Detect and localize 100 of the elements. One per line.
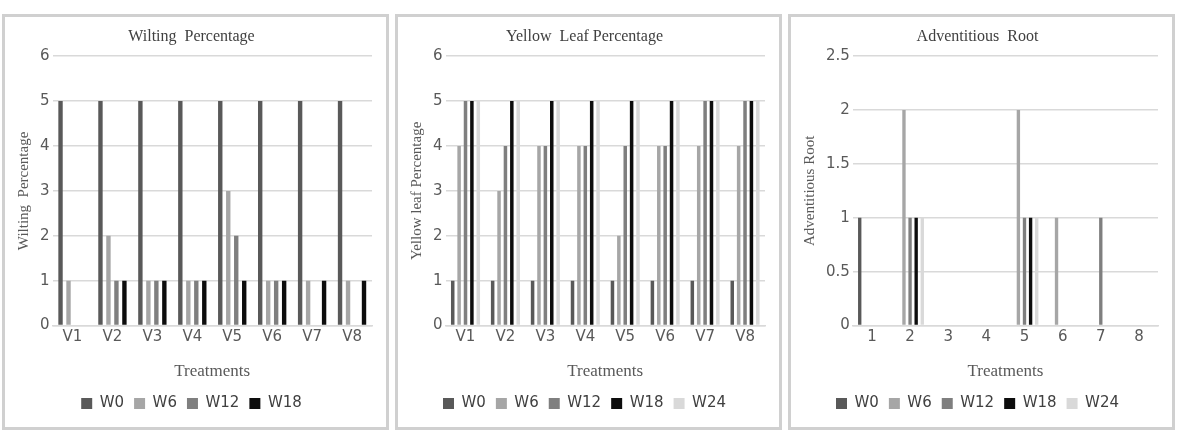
bar xyxy=(281,280,287,325)
x-tick-label: 2 xyxy=(905,327,915,346)
x-tick-label: V8 xyxy=(735,327,755,346)
bar xyxy=(730,280,735,325)
bar xyxy=(497,190,501,325)
legend-label: W0 xyxy=(854,393,879,412)
x-tick-label: 7 xyxy=(1096,327,1106,346)
y-tick-label: 6 xyxy=(433,46,443,65)
x-tick-label: V2 xyxy=(495,327,516,346)
bar xyxy=(743,101,747,325)
x-tick-label: V3 xyxy=(535,327,556,346)
y-tick-label: 4 xyxy=(40,135,50,154)
chart-title: Yellow Leaf Percentage xyxy=(506,26,663,45)
y-tick-label: 1 xyxy=(840,207,850,226)
legend-label: W12 xyxy=(960,393,995,412)
bar xyxy=(457,146,461,325)
y-tick-label: 0.5 xyxy=(826,261,850,280)
x-tick-label: 5 xyxy=(1019,327,1030,346)
x-tick-label: 4 xyxy=(981,327,992,346)
x-tick-label: V4 xyxy=(182,327,203,346)
x-tick-label: V3 xyxy=(142,327,163,346)
bar xyxy=(242,280,247,325)
legend-label: W18 xyxy=(629,393,664,412)
y-tick-label: 0 xyxy=(433,315,443,334)
bar xyxy=(470,101,474,325)
x-tick-label: V2 xyxy=(102,327,123,346)
bar xyxy=(194,280,199,325)
x-tick-label: V5 xyxy=(615,327,636,346)
legend-label: W0 xyxy=(99,393,125,412)
chart-title: Adventitious Root xyxy=(916,26,1039,44)
y-axis-title: Adventitious Root xyxy=(800,134,817,247)
chart-title: Wilting Percentage xyxy=(128,26,255,45)
bar xyxy=(345,280,351,325)
bar xyxy=(617,235,621,325)
bar xyxy=(510,101,514,325)
y-tick-label: 5 xyxy=(433,90,443,109)
bar xyxy=(154,280,159,325)
bar xyxy=(297,101,303,325)
bar xyxy=(657,146,661,325)
y-tick-label: 3 xyxy=(40,180,50,199)
x-tick-label: V6 xyxy=(262,327,283,346)
bar xyxy=(361,280,367,325)
bar xyxy=(537,146,541,325)
y-tick-label: 6 xyxy=(40,46,50,65)
bar xyxy=(138,101,143,325)
legend-label: W18 xyxy=(1022,393,1057,412)
legend-label: W6 xyxy=(514,393,539,412)
bar xyxy=(122,280,127,325)
x-axis-title: Treatments xyxy=(567,361,644,381)
y-tick-label: 2 xyxy=(840,99,850,118)
y-tick-label: 1.5 xyxy=(826,153,850,172)
bar xyxy=(273,280,279,325)
bar xyxy=(162,280,167,325)
bar xyxy=(98,101,103,325)
x-tick-label: 1 xyxy=(867,327,877,346)
legend-label: W12 xyxy=(567,393,602,412)
x-axis-title: Treatments xyxy=(967,361,1044,381)
bar xyxy=(218,101,223,325)
bar xyxy=(226,190,231,325)
legend-label: W6 xyxy=(152,393,177,412)
bar xyxy=(265,280,271,325)
x-tick-label: V1 xyxy=(455,327,476,346)
y-tick-label: 5 xyxy=(40,90,50,109)
legend-label: W12 xyxy=(205,393,240,412)
bar xyxy=(703,101,707,325)
bar xyxy=(146,280,151,325)
y-tick-label: 3 xyxy=(433,180,443,199)
bar xyxy=(58,101,63,325)
bar xyxy=(186,280,191,325)
bar xyxy=(663,146,667,325)
x-tick-label: V7 xyxy=(302,327,323,346)
bar xyxy=(305,280,311,325)
y-tick-label: 1 xyxy=(40,270,50,289)
bar xyxy=(66,280,71,325)
bar xyxy=(257,101,263,325)
bar xyxy=(337,101,343,325)
legend-label: W6 xyxy=(907,393,932,412)
y-tick-label: 2 xyxy=(40,225,50,244)
y-tick-label: 1 xyxy=(433,270,443,289)
bar xyxy=(106,235,111,325)
y-tick-label: 2.5 xyxy=(826,46,850,65)
x-tick-label: V8 xyxy=(342,327,362,346)
bar xyxy=(623,146,627,325)
y-tick-label: 0 xyxy=(840,315,850,334)
bar xyxy=(321,280,327,325)
x-tick-label: V6 xyxy=(655,327,676,346)
x-tick-label: 6 xyxy=(1057,327,1068,346)
y-axis-title: Wilting Percentage xyxy=(14,131,31,251)
bar xyxy=(550,101,554,325)
x-tick-label: 8 xyxy=(1134,327,1144,346)
x-tick-label: V7 xyxy=(695,327,716,346)
bar xyxy=(202,280,207,325)
y-tick-label: 4 xyxy=(433,135,443,154)
y-axis-title: Yellow leaf Percentage xyxy=(407,121,424,261)
legend-label: W24 xyxy=(692,393,727,412)
x-tick-label: V1 xyxy=(62,327,83,346)
bar xyxy=(577,146,581,325)
y-tick-label: 0 xyxy=(40,315,50,334)
bar xyxy=(234,235,239,325)
bar xyxy=(114,280,119,325)
